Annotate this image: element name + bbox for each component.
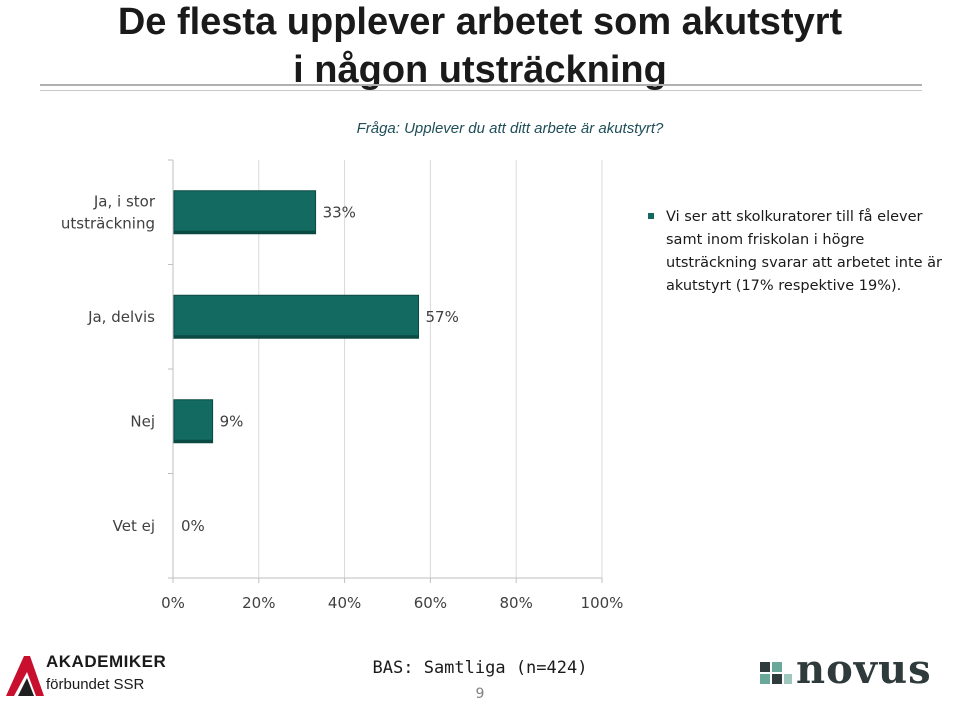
data-label: 33% [323, 203, 356, 221]
category-label: Ja, delvis [87, 308, 155, 326]
category-label: Ja, i stor [93, 192, 156, 210]
bar-chart: Ja, i stor utsträckning Ja, delvis Nej Vet e… [61, 159, 623, 612]
title-line-1: De flesta upplever arbetet som akutstyrt [117, 1, 843, 43]
insight-note: Vi ser att skolkuratorer till få elever … [648, 206, 948, 298]
bar-shadow [174, 335, 419, 339]
x-tick-label: 20% [242, 594, 275, 612]
question-subtitle: Fråga: Upplever du att ditt arbete är ak… [356, 120, 664, 137]
category-label: Vet ej [113, 517, 155, 535]
akademiker-logo: AKADEMIKER förbundet SSR [4, 652, 166, 702]
page-number: 9 [475, 686, 485, 702]
base-note: BAS: Samtliga (n=424) [372, 658, 588, 678]
title-divider-thin [40, 90, 922, 91]
data-label: 9% [220, 412, 244, 430]
x-tick-label: 80% [500, 594, 533, 612]
bar [173, 190, 317, 235]
category-label: Nej [130, 412, 155, 430]
x-tick-label: 60% [414, 594, 447, 612]
x-tick-label: 40% [328, 594, 361, 612]
x-tick-label: 100% [581, 594, 624, 612]
data-label: 57% [426, 308, 459, 326]
novus-squares-icon [760, 662, 792, 684]
data-label: 0% [181, 517, 205, 535]
category-labels: Ja, i stor utsträckning Ja, delvis Nej Vet e… [61, 192, 156, 535]
bar-shadow [174, 230, 316, 234]
akademiker-mark-icon [6, 656, 44, 696]
novus-logo: novus [760, 646, 960, 700]
x-tick-labels: 0% 20% 40% 60% 80% 100% [161, 594, 623, 612]
bar-shadow [174, 439, 213, 443]
novus-wordmark: novus [796, 646, 932, 693]
title-divider [40, 84, 922, 86]
data-labels: 33% 57% 9% 0% [181, 203, 459, 535]
akademiker-subwordmark: förbundet SSR [46, 676, 145, 693]
insight-text: Vi ser att skolkuratorer till få elever … [666, 209, 943, 294]
chart-axes [168, 159, 603, 583]
bar [173, 294, 420, 339]
x-tick-label: 0% [161, 594, 185, 612]
bar [173, 399, 214, 444]
category-label: utsträckning [61, 214, 155, 232]
bullet-icon [648, 213, 654, 219]
akademiker-wordmark: AKADEMIKER [46, 652, 167, 671]
chart-bars [173, 190, 420, 444]
